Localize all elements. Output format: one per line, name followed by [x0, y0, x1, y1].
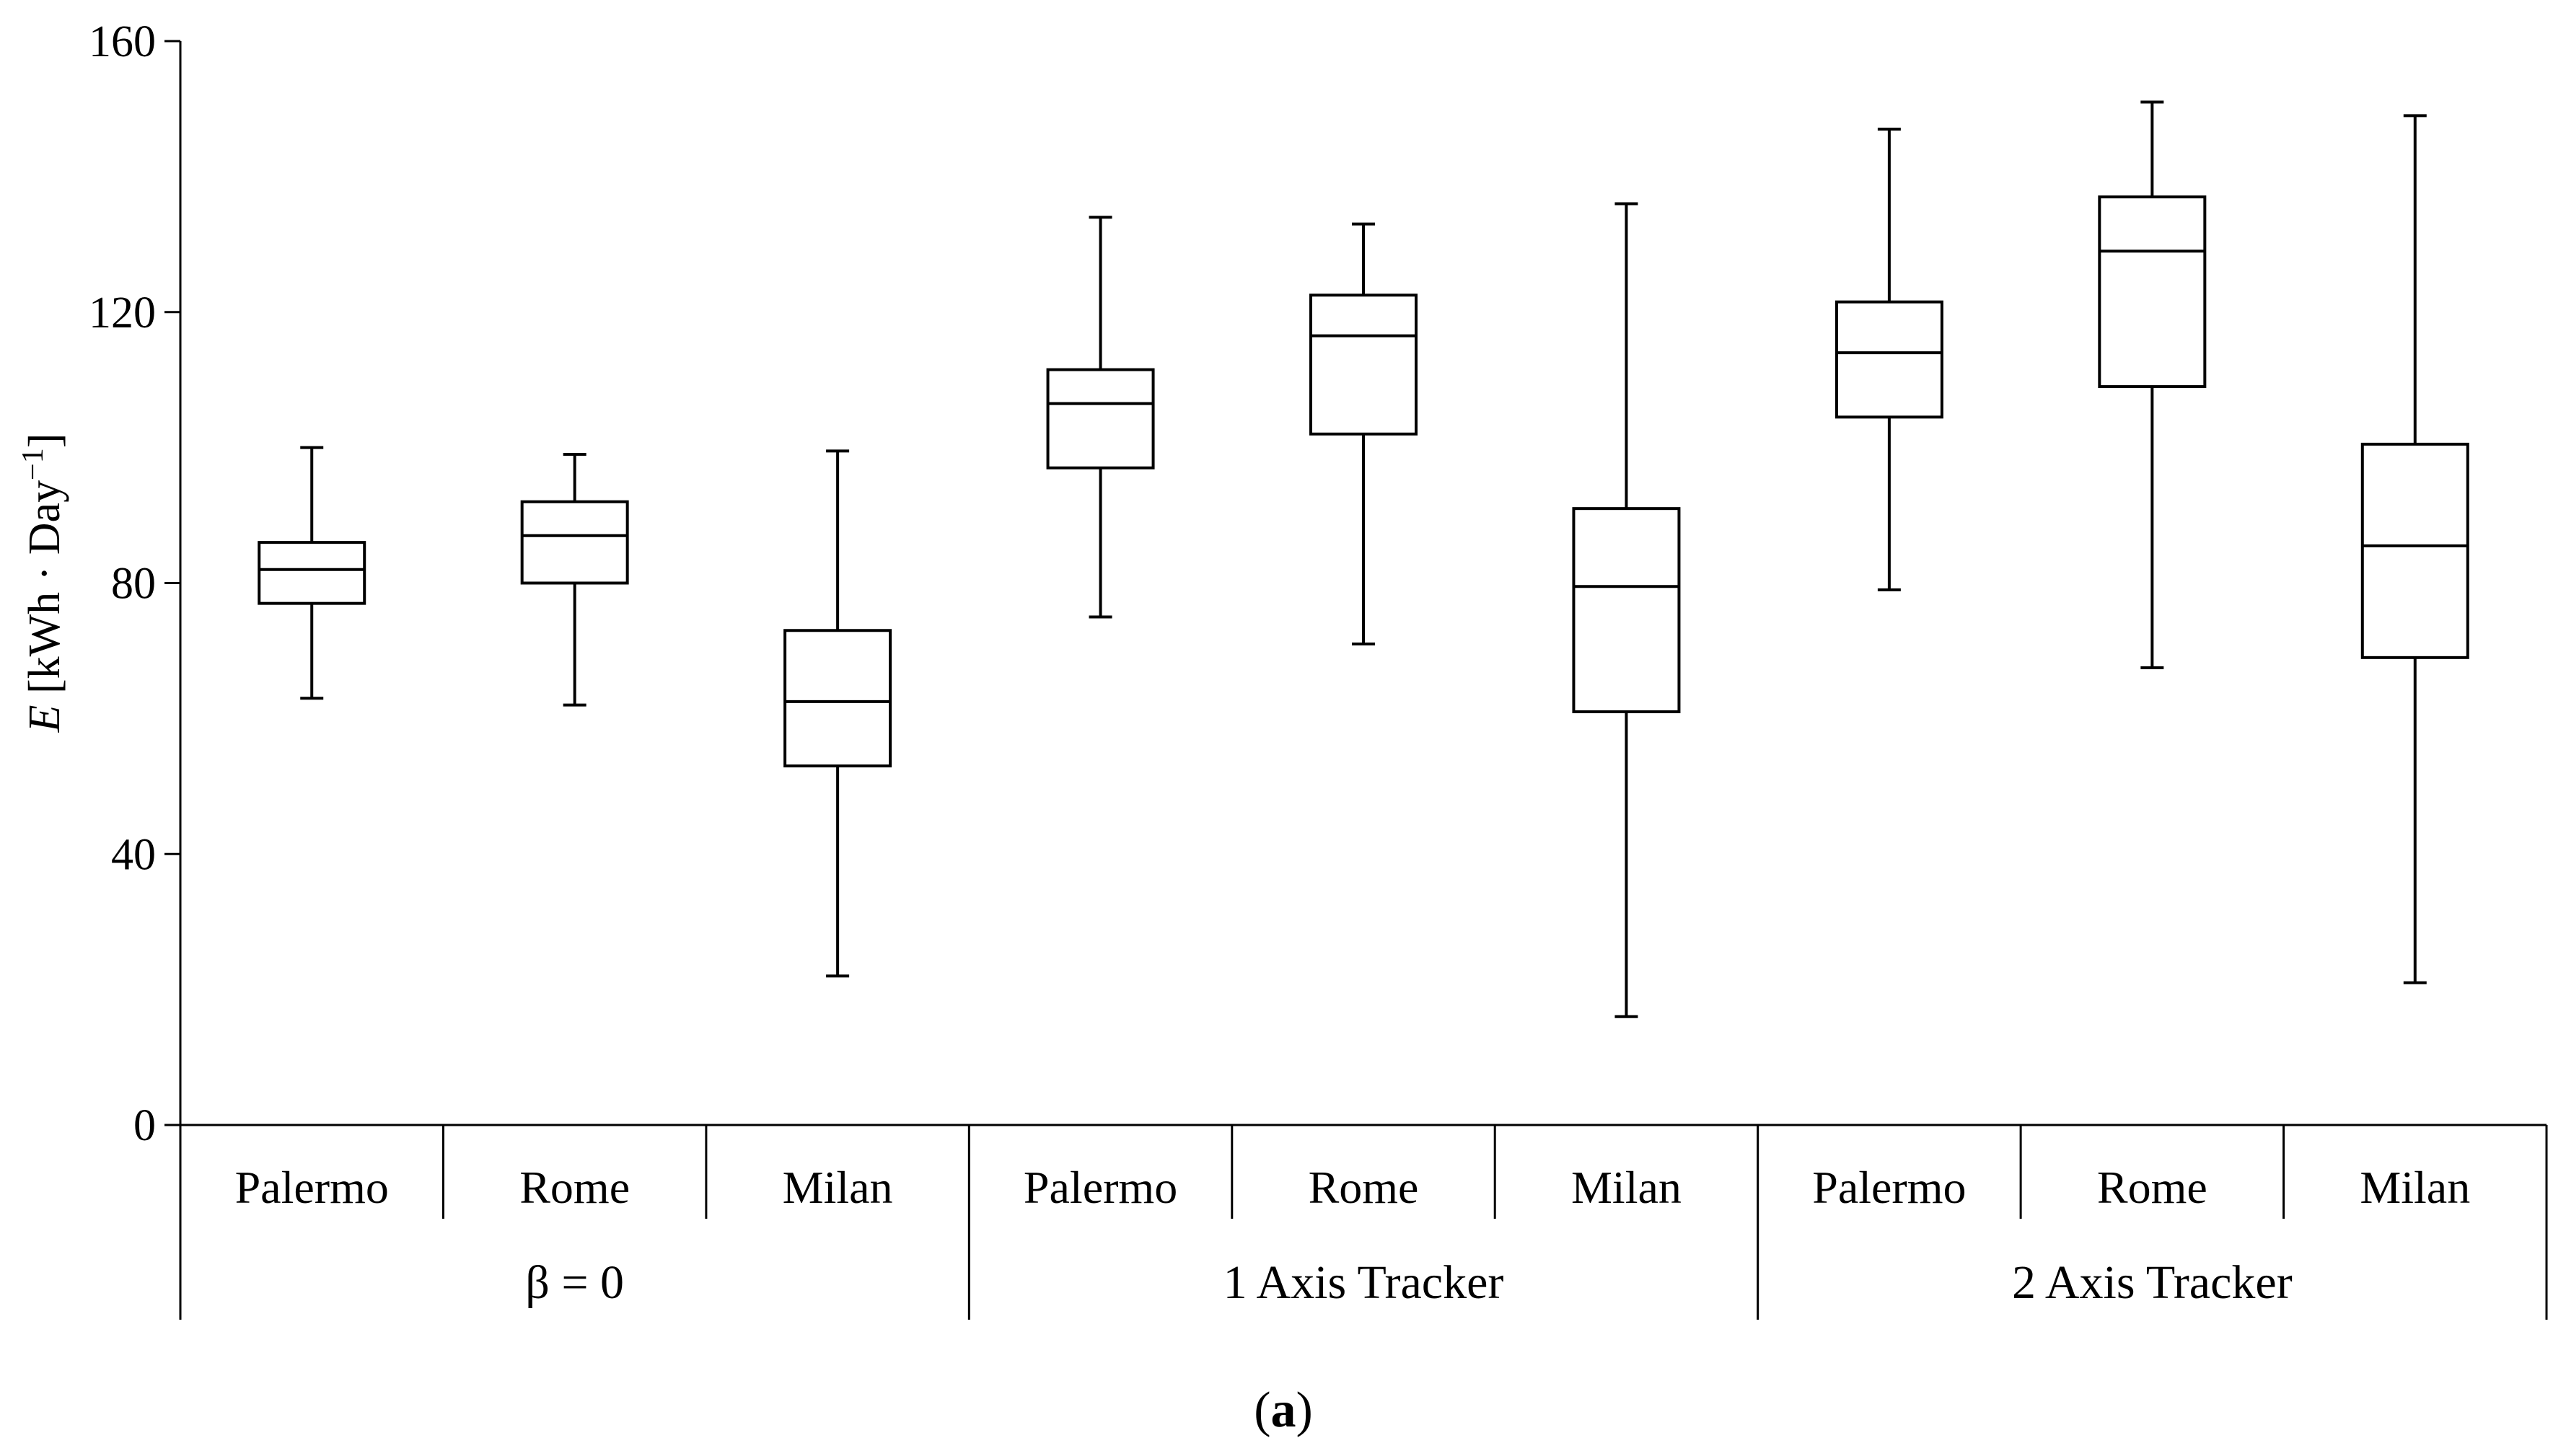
box-milan-3	[2360, 114, 2469, 984]
iqr-box	[1309, 294, 1418, 436]
box-palermo-2	[1046, 216, 1155, 619]
panel-label: (a)	[1254, 1382, 1313, 1438]
panel-label-close: )	[1296, 1382, 1313, 1438]
category-label: Palermo	[235, 1162, 389, 1213]
group-label: 1 Axis Tracker	[1223, 1256, 1504, 1309]
y-tick-label: 0	[133, 1101, 156, 1150]
y-tick-label: 40	[111, 830, 156, 879]
box-rome-3	[2098, 100, 2207, 669]
category-label: Rome	[519, 1162, 630, 1213]
iqr-box	[520, 500, 629, 585]
box-rome-2	[1309, 222, 1418, 646]
iqr-box	[2098, 195, 2207, 389]
iqr-box	[2360, 442, 2469, 659]
y-axis-label-exponent: −1	[17, 448, 50, 480]
iqr-box	[1046, 368, 1155, 469]
y-axis-label: E [kWh · Day−1]	[17, 433, 69, 733]
y-tick-label: 80	[111, 560, 156, 609]
panel-label-open: (	[1254, 1382, 1270, 1438]
y-axis-label-variable: E	[20, 705, 69, 733]
box-palermo-1	[258, 446, 366, 700]
category-label: Milan	[783, 1162, 893, 1213]
iqr-box	[783, 629, 892, 768]
iqr-box	[1572, 507, 1681, 713]
y-axis-label-close: ]	[20, 433, 69, 449]
box-palermo-3	[1835, 128, 1943, 591]
box-rome-1	[520, 453, 629, 707]
category-label: Rome	[2097, 1162, 2207, 1213]
category-table: Palermo Rome Milan Palermo Rome Milan Palermo R…	[179, 1125, 2548, 1320]
plot-area: 0 40 80 120 160 Palermo Rome Milan Palermo Rome M…	[89, 17, 2548, 1320]
panel-label-letter: a	[1271, 1382, 1296, 1438]
boxes-layer	[258, 100, 2469, 1018]
box-milan-1	[783, 449, 892, 978]
category-label: Milan	[2360, 1162, 2470, 1213]
box-milan-2	[1572, 202, 1681, 1018]
group-label: β = 0	[525, 1256, 624, 1309]
y-tick-label: 160	[89, 17, 156, 66]
category-label: Milan	[1571, 1162, 1682, 1213]
category-label: Rome	[1309, 1162, 1419, 1213]
y-axis-label-unit: [kWh · Day	[20, 480, 69, 705]
iqr-box	[258, 541, 366, 605]
y-tick-label: 120	[89, 288, 156, 337]
category-label: Palermo	[1024, 1162, 1177, 1213]
group-label: 2 Axis Tracker	[2012, 1256, 2293, 1309]
y-axis-ticks: 0 40 80 120 160	[89, 17, 180, 1150]
category-label: Palermo	[1812, 1162, 1966, 1213]
iqr-box	[1835, 300, 1943, 419]
